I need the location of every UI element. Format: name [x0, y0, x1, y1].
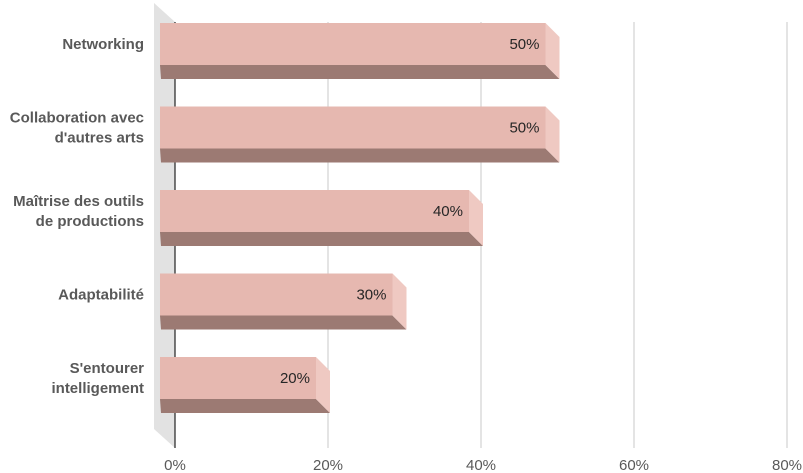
bar-bottom-face [160, 399, 330, 413]
category-labels: Networking Collaboration avec d'autres art… [10, 36, 144, 397]
x-tick-label: 60% [619, 457, 649, 473]
x-tick-labels: 0% 20% 40% 60% 80% [164, 457, 802, 473]
bar-side-face [545, 23, 560, 79]
category-label-line: Networking [62, 36, 144, 53]
bar-side-face [469, 190, 483, 246]
bar-bottom-face [160, 315, 407, 330]
bar [160, 190, 483, 246]
bars: 50% 50% 40% 30% 20% [160, 23, 560, 413]
data-label: 50% [509, 36, 539, 53]
bar-front-face [160, 190, 469, 232]
bar [160, 357, 330, 413]
bar [160, 273, 407, 330]
bar-side-face [392, 273, 407, 330]
x-tick-label: 20% [313, 457, 343, 473]
bar-front-face [160, 23, 546, 65]
bar-bottom-face [160, 148, 560, 163]
bar-front-face [160, 106, 546, 149]
x-tick-label: 40% [466, 457, 496, 473]
category-label: Adaptabilité [58, 287, 144, 304]
category-label-line: Collaboration avec [10, 110, 144, 127]
bar-front-face [160, 273, 393, 316]
data-label: 20% [280, 370, 310, 387]
bar [160, 23, 560, 79]
bar-front-face [160, 357, 316, 399]
x-tick-label: 80% [772, 457, 802, 473]
data-label: 40% [433, 203, 463, 220]
category-label-line: Maîtrise des outils [13, 193, 144, 210]
category-label: S'entourer intelligement [51, 360, 144, 397]
bar-side-face [316, 357, 330, 413]
x-tick-label: 0% [164, 457, 186, 473]
bar [160, 106, 560, 163]
bar-side-face [545, 106, 560, 163]
data-label: 50% [509, 120, 539, 137]
data-label: 30% [356, 287, 386, 304]
category-label: Maîtrise des outils de productions [13, 193, 144, 230]
category-label: Networking [62, 36, 144, 53]
bar-bottom-face [160, 232, 483, 246]
category-label-line: Adaptabilité [58, 287, 144, 304]
bar-bottom-face [160, 65, 560, 79]
category-label-line: intelligement [51, 380, 144, 397]
category-label-line: d'autres arts [55, 130, 144, 147]
category-label: Collaboration avec d'autres arts [10, 110, 144, 147]
category-label-line: S'entourer [70, 360, 145, 377]
category-label-line: de productions [36, 213, 144, 230]
